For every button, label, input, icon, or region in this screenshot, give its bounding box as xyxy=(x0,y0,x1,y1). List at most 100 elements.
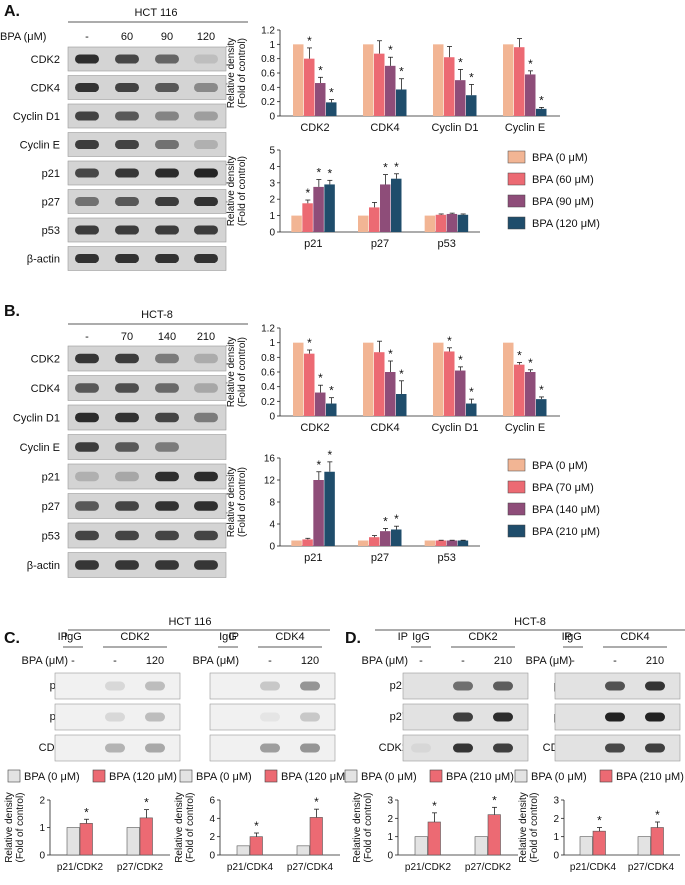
panelA-blot-p21-band xyxy=(155,168,179,178)
panelB-blot-p27-band xyxy=(194,501,218,511)
panelD-left-band xyxy=(411,743,431,753)
panelB-blot-CDK2-label: CDK2 xyxy=(31,354,60,366)
panelB-blot-p27-band xyxy=(115,501,139,511)
y-tick-label: 0.8 xyxy=(261,54,275,65)
bar-CDK4-BPA (0 μM) xyxy=(363,342,374,416)
bar-p21/CDK2-BPA (120 μM) xyxy=(79,823,93,856)
panelB-blot-CDK4-band xyxy=(75,383,99,393)
panelC-left-band xyxy=(105,743,125,753)
panelB-blot-p27-band xyxy=(75,501,99,511)
x-category-label: p27/CDK4 xyxy=(628,862,675,873)
y-tick-label: 1 xyxy=(269,211,275,222)
panelD-legend-left-label: BPA (0 μM) xyxy=(361,771,417,783)
panelA-blot-CDK2-band xyxy=(75,54,99,64)
panelD-legend-left-swatch xyxy=(344,769,358,783)
y-axis-label: (Fold of control) xyxy=(363,792,374,862)
y-tick-label: 0.2 xyxy=(261,397,275,408)
bar-p21-BPA (140 μM) xyxy=(313,480,324,546)
bar-CDK4-BPA (70 μM) xyxy=(374,352,385,416)
panelB-blot-Cyclin D1-band xyxy=(194,412,218,423)
y-tick-label: 0.4 xyxy=(261,382,275,393)
panelD-left-dose: 210 xyxy=(494,655,512,667)
panelC-right-ip-group: CDK4 xyxy=(275,631,304,643)
significance-star: * xyxy=(469,385,474,399)
y-tick-label: 2 xyxy=(387,814,393,825)
panelB-dose: - xyxy=(85,331,89,343)
significance-star: * xyxy=(517,348,522,362)
x-category-label: Cyclin E xyxy=(505,122,545,134)
panelC-right-ip-group: IgG xyxy=(219,631,237,643)
significance-star: * xyxy=(383,161,388,175)
y-tick-label: 0 xyxy=(209,851,215,862)
bar-p21/CDK4-BPA (0 μM) xyxy=(579,836,593,856)
y-axis-label: Relative density xyxy=(352,792,363,863)
panelC-right-bpa-label: BPA (μM) xyxy=(193,655,239,667)
bar-p53-BPA (0 μM) xyxy=(424,540,436,546)
panelA-blot-p27-band xyxy=(75,196,99,207)
x-category-label: CDK2 xyxy=(300,122,329,134)
panelA-legend-swatch xyxy=(507,216,526,230)
panelA-blot-Cyclin D1-band xyxy=(194,111,218,121)
bar-Cyclin E-BPA (90 μM) xyxy=(525,74,536,116)
bar-p27/CDK4-BPA (210 μM) xyxy=(650,827,664,856)
bar-p21/CDK4-BPA (0 μM) xyxy=(236,845,250,856)
bar-Cyclin D1-BPA (120 μM) xyxy=(466,95,477,116)
panelB-blot-p21-band xyxy=(115,471,139,482)
panelD-legend-right-swatch xyxy=(599,769,613,783)
bar-p21/CDK4-BPA (120 μM) xyxy=(249,836,263,856)
bar-Cyclin E-BPA (0 μM) xyxy=(503,44,514,117)
panelA-blot-β-actin-label: β-actin xyxy=(27,254,60,266)
bar-Cyclin D1-BPA (90 μM) xyxy=(455,80,466,116)
y-axis-label: Relative density xyxy=(226,156,237,227)
bar-p53-BPA (140 μM) xyxy=(446,540,458,546)
bar-CDK2-BPA (90 μM) xyxy=(315,83,326,116)
panelB-dose: 210 xyxy=(197,331,215,343)
panelD-right-band xyxy=(645,681,665,691)
panelD-right-dose: - xyxy=(571,655,575,667)
bar-p27/CDK2-BPA (0 μM) xyxy=(126,827,140,856)
bar-p21-BPA (70 μM) xyxy=(302,539,313,546)
x-category-label: p21/CDK4 xyxy=(227,862,274,873)
significance-star: * xyxy=(394,512,399,526)
panelA-blot-p27-band xyxy=(194,196,218,207)
panelC-left-dose: - xyxy=(71,655,75,667)
panelA-blot-CDK2-label: CDK2 xyxy=(31,54,60,66)
panelB-blot-β-actin-label: β-actin xyxy=(27,560,60,572)
panelB-blot-CDK2-band xyxy=(75,353,99,364)
y-tick-label: 0 xyxy=(269,412,275,423)
panelA-legend-label: BPA (60 μM) xyxy=(532,174,594,186)
y-axis-label: (Fold of control) xyxy=(237,337,248,407)
panelD-right-dose: - xyxy=(613,655,617,667)
panelA-blot-β-actin-band xyxy=(155,253,179,264)
y-tick-label: 4 xyxy=(269,520,275,531)
panelA-legend-label: BPA (90 μM) xyxy=(532,196,594,208)
significance-star: * xyxy=(458,55,463,69)
panelB-legend-swatch xyxy=(507,480,526,494)
panelA-blot-Cyclin D1-band xyxy=(155,111,179,121)
bar-p27/CDK2-BPA (210 μM) xyxy=(487,814,501,856)
panelD-left-dose: - xyxy=(419,655,423,667)
panelC-left-ip-group: CDK2 xyxy=(120,631,149,643)
panelB-blot-p27-label: p27 xyxy=(42,501,60,513)
bar-Cyclin D1-BPA (60 μM) xyxy=(444,57,455,116)
panelB-blot-p53-band xyxy=(115,530,139,541)
bar-p27-BPA (70 μM) xyxy=(369,537,380,546)
bar-CDK2-BPA (60 μM) xyxy=(304,58,315,116)
significance-star: * xyxy=(383,514,388,528)
y-axis-label: Relative density xyxy=(226,467,237,538)
panelD-right-band xyxy=(605,712,625,722)
panelC-left-bpa-label: BPA (μM) xyxy=(22,655,68,667)
bar-CDK4-BPA (60 μM) xyxy=(374,53,385,116)
panelB-blot-CDK4-band xyxy=(155,383,179,393)
x-category-label: p27/CDK4 xyxy=(287,862,334,873)
panelA-blot-p27-band xyxy=(115,196,139,207)
significance-star: * xyxy=(254,819,259,833)
panelD-left-dose: - xyxy=(461,655,465,667)
y-tick-label: 8 xyxy=(269,498,275,509)
panelD-right-ip-group: CDK4 xyxy=(620,631,649,643)
significance-star: * xyxy=(314,795,319,809)
panelB-blot-p53-band xyxy=(155,530,179,541)
significance-star: * xyxy=(316,166,321,180)
x-category-label: p27 xyxy=(371,238,389,250)
y-tick-label: 0.4 xyxy=(261,83,275,94)
